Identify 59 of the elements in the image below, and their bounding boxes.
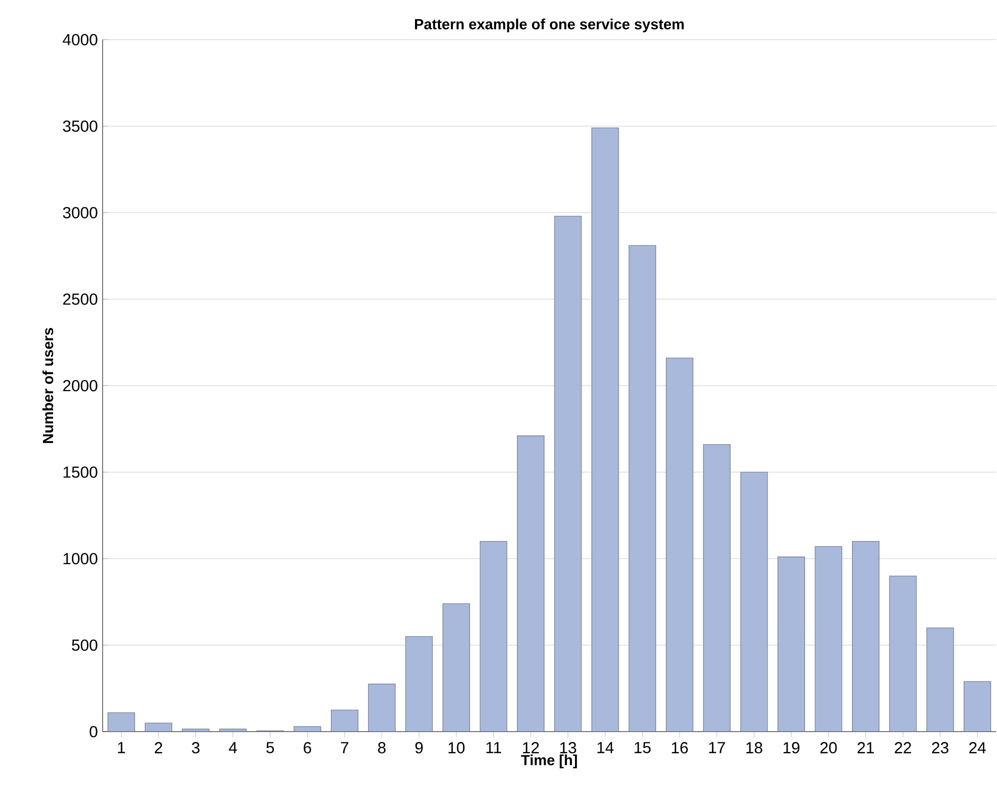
x-tick-label: 5 <box>266 742 274 754</box>
x-tick-label: 10 <box>448 742 465 754</box>
y-tick-label: 500 <box>72 639 98 651</box>
y-tick-label: 3500 <box>62 120 98 132</box>
bar <box>703 444 730 732</box>
bar <box>889 576 917 732</box>
bar <box>330 710 358 732</box>
x-axis-title: Time [h] <box>521 754 577 768</box>
bar <box>182 728 210 732</box>
bar <box>517 436 544 732</box>
y-tick-label: 1000 <box>64 553 98 564</box>
y-tick-label: 3000 <box>62 207 98 218</box>
bar <box>778 556 805 732</box>
x-tick-label: 7 <box>340 742 348 754</box>
x-tick-label: 21 <box>858 742 874 754</box>
x-tick-label: 24 <box>969 742 986 754</box>
x-tick-label: 20 <box>820 742 837 754</box>
x-tick-label: 15 <box>634 742 651 754</box>
bar <box>219 728 247 732</box>
x-tick-label: 4 <box>228 742 237 754</box>
x-tick-label: 19 <box>784 742 800 754</box>
bar <box>740 472 768 732</box>
x-tick-label: 16 <box>672 742 688 754</box>
x-tick-label: 18 <box>746 742 762 754</box>
y-tick-label: 0 <box>90 726 98 738</box>
x-tick-label: 3 <box>192 742 200 754</box>
bar <box>964 681 992 732</box>
y-tick-label: 2000 <box>63 380 98 392</box>
bar <box>108 712 135 732</box>
x-tick-label: 13 <box>560 742 576 754</box>
bar <box>666 358 694 732</box>
x-tick-label: 9 <box>415 742 423 754</box>
bar <box>405 636 433 732</box>
bar <box>852 541 880 732</box>
x-tick-label: 17 <box>709 742 725 754</box>
bar <box>294 726 322 732</box>
x-tick-label: 23 <box>932 742 948 754</box>
x-tick-label: 2 <box>154 742 162 754</box>
x-tick-label: 6 <box>304 742 312 754</box>
x-tick-label: 22 <box>894 742 912 754</box>
bar <box>926 628 954 732</box>
y-tick-label: 4000 <box>62 34 98 46</box>
bar <box>814 546 842 732</box>
x-tick-label: 12 <box>523 742 539 754</box>
bar <box>442 603 470 732</box>
bar <box>592 128 619 732</box>
y-tick-label: 2500 <box>63 294 98 305</box>
bar <box>368 684 396 732</box>
x-tick-label: 1 <box>118 742 125 754</box>
bar <box>144 722 172 732</box>
chart-title: Pattern example of one service system <box>414 18 684 32</box>
bar <box>554 216 582 732</box>
x-tick-label: 11 <box>486 742 502 754</box>
x-tick-label: 14 <box>597 742 614 754</box>
bar <box>480 541 508 732</box>
y-axis-title: Number of users <box>42 328 54 443</box>
y-tick-label: 1500 <box>64 466 98 478</box>
x-tick-label: 8 <box>378 742 386 754</box>
bar <box>628 245 656 732</box>
